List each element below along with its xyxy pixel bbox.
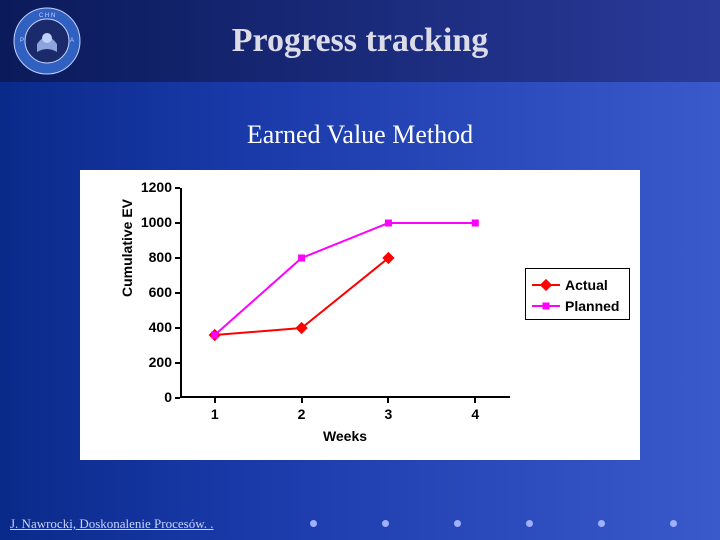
x-axis-title: Weeks [180,428,510,444]
y-tick-label: 800 [80,249,172,265]
chart-series [180,188,510,398]
footer-dot [310,520,317,527]
footer-dot [670,520,677,527]
chart-legend: Actual Planned [525,268,630,320]
slide-title: Progress tracking [0,22,720,60]
y-tick-label: 600 [80,284,172,300]
legend-item: Actual [532,274,623,295]
y-tick-mark [175,397,180,399]
svg-text:C H N: C H N [39,13,55,19]
footer-dots [0,514,720,532]
y-tick-mark [175,327,180,329]
footer-dot [454,520,461,527]
chart-panel: Cumulative EV Weeks ActualPlanned 020040… [80,170,640,460]
y-tick-label: 1200 [80,179,172,195]
x-tick-mark [214,398,216,403]
footer-dot [526,520,533,527]
y-tick-label: 400 [80,319,172,335]
legend-marker [532,278,560,292]
y-tick-label: 0 [80,389,172,405]
legend-marker [532,299,560,313]
y-tick-mark [175,362,180,364]
legend-item: Planned [532,295,623,316]
legend-label: Planned [565,298,619,314]
slide-subtitle: Earned Value Method [0,120,720,150]
x-tick-mark [474,398,476,403]
x-tick-label: 4 [455,406,495,422]
y-tick-label: 200 [80,354,172,370]
x-tick-mark [301,398,303,403]
footer-dot [382,520,389,527]
x-tick-label: 2 [282,406,322,422]
y-tick-mark [175,222,180,224]
y-tick-mark [175,292,180,294]
y-tick-label: 1000 [80,214,172,230]
y-tick-mark [175,187,180,189]
y-tick-mark [175,257,180,259]
x-tick-mark [387,398,389,403]
footer-dot [598,520,605,527]
x-tick-label: 1 [195,406,235,422]
x-tick-label: 3 [368,406,408,422]
legend-label: Actual [565,277,608,293]
